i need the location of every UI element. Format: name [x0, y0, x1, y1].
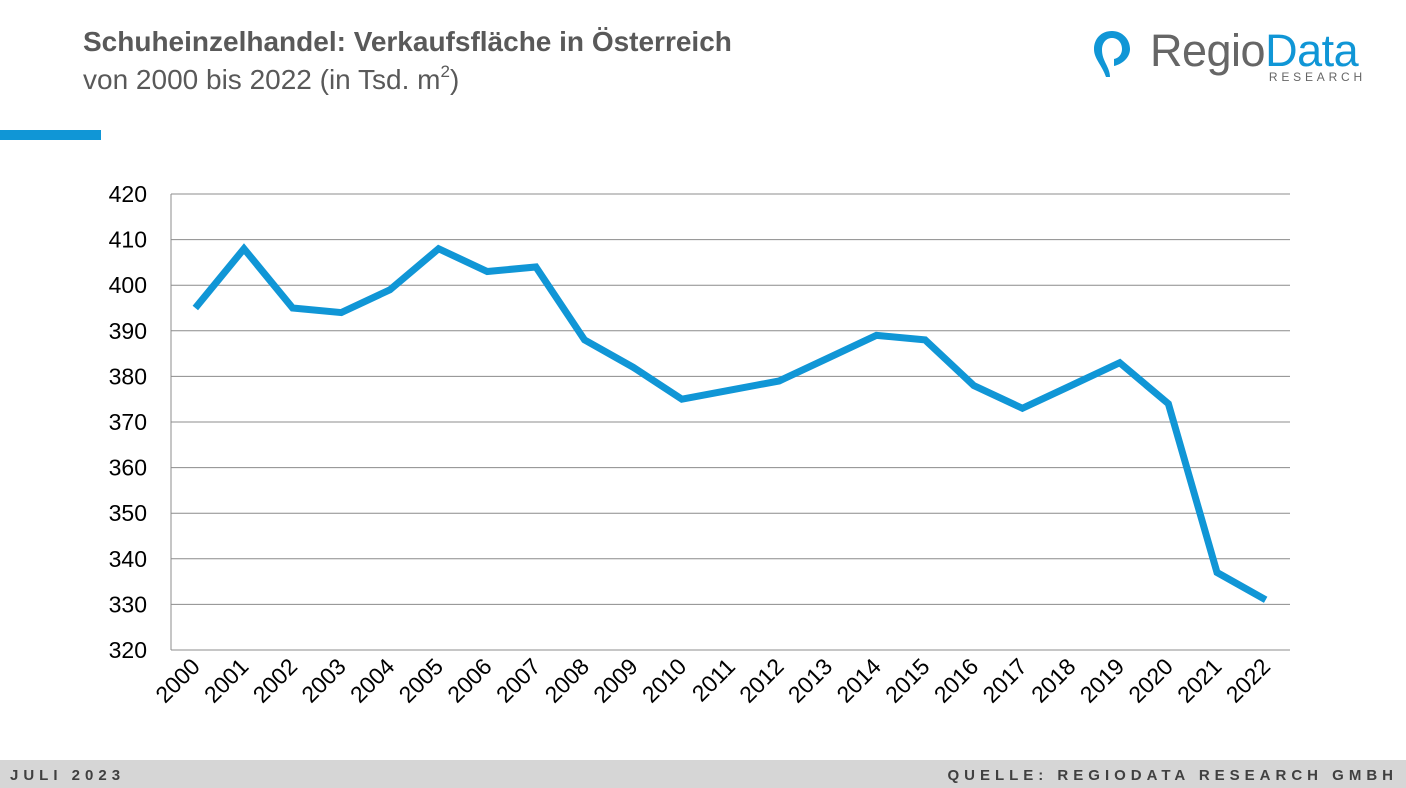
x-tick-label: 2000	[150, 653, 205, 708]
logo-regio: Regio	[1150, 25, 1266, 76]
y-tick-label: 340	[109, 546, 147, 572]
x-tick-label: 2009	[588, 653, 643, 708]
line-chart: 3203303403503603703803904004104202000200…	[109, 181, 1290, 708]
x-tick-label: 2006	[442, 653, 497, 708]
chart-subtitle: von 2000 bis 2022 (in Tsd. m2)	[83, 62, 460, 96]
x-tick-label: 2005	[394, 653, 449, 708]
x-tick-label: 2012	[734, 653, 789, 708]
x-tick-label: 2004	[345, 653, 400, 708]
x-tick-label: 2014	[831, 653, 886, 708]
x-tick-label: 2016	[929, 653, 984, 708]
y-tick-label: 400	[109, 272, 147, 298]
x-tick-label: 2011	[687, 653, 740, 706]
location-pin-icon	[1094, 31, 1130, 77]
x-tick-label: 2019	[1075, 653, 1130, 708]
y-tick-label: 410	[109, 227, 147, 253]
y-tick-label: 420	[109, 181, 147, 207]
footer-date: JULI 2023	[10, 767, 126, 784]
y-tick-label: 380	[109, 363, 147, 389]
y-tick-label: 360	[109, 455, 147, 481]
x-tick-label: 2015	[880, 653, 935, 708]
x-tick-label: 2010	[637, 653, 692, 708]
series-line	[192, 243, 1268, 603]
x-tick-label: 2021	[1172, 653, 1227, 708]
subtitle-superscript: 2	[440, 62, 450, 81]
x-tick-label: 2003	[296, 653, 351, 708]
x-tick-label: 2002	[248, 653, 303, 708]
y-tick-label: 320	[109, 637, 147, 663]
x-tick-label: 2001	[199, 653, 254, 708]
x-tick-label: 2022	[1221, 653, 1276, 708]
x-tick-label: 2017	[977, 653, 1032, 708]
accent-bar	[0, 130, 101, 140]
x-tick-label: 2013	[783, 653, 838, 708]
logo-research: RESEARCH	[1268, 70, 1366, 84]
x-tick-label: 2020	[1123, 653, 1178, 708]
y-tick-label: 390	[109, 318, 147, 344]
logo-wordmark: RegioData	[1150, 25, 1359, 76]
chart-title: Schuheinzelhandel: Verkaufsfläche in Öst…	[83, 26, 732, 57]
y-tick-label: 350	[109, 500, 147, 526]
y-tick-label: 370	[109, 409, 147, 435]
y-tick-label: 330	[109, 591, 147, 617]
x-tick-label: 2018	[1026, 653, 1081, 708]
footer-bar: JULI 2023 QUELLE: REGIODATA RESEARCH GMB…	[0, 760, 1406, 788]
footer-source: QUELLE: REGIODATA RESEARCH GMBH	[947, 767, 1398, 784]
x-tick-label: 2007	[491, 653, 546, 708]
subtitle-text: von 2000 bis 2022 (in Tsd. m	[83, 64, 441, 95]
x-tick-label: 2008	[540, 653, 595, 708]
regiodata-logo: RegioData RESEARCH	[1092, 26, 1372, 90]
subtitle-end: )	[449, 64, 460, 95]
logo-data: Data	[1265, 25, 1359, 76]
